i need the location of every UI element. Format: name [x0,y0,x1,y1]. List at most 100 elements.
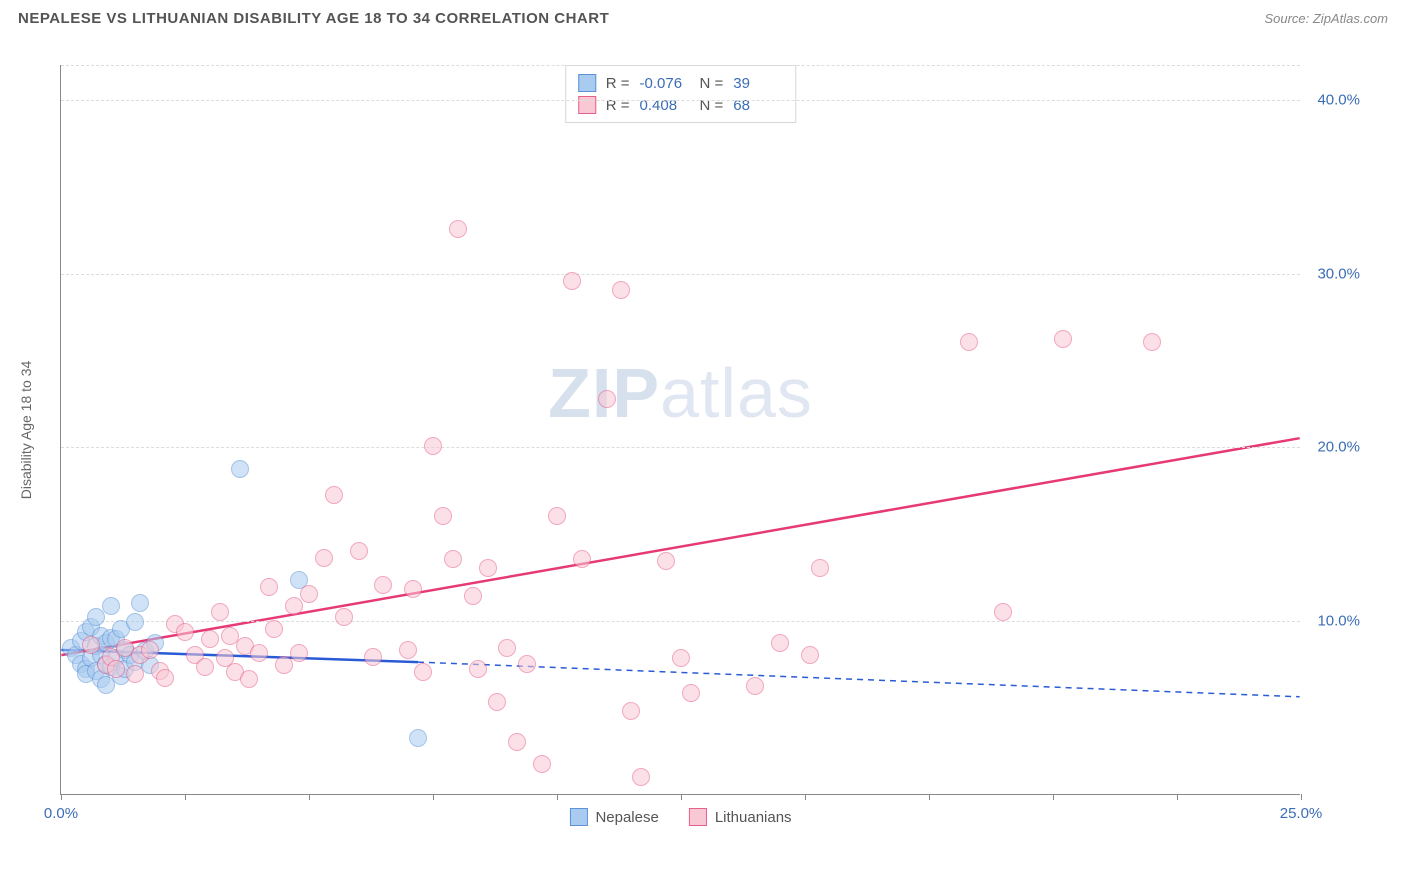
data-point [374,576,392,594]
series-legend: Nepalese Lithuanians [569,808,791,826]
legend-swatch-nepalese [578,74,596,92]
x-tick [1301,794,1302,800]
data-point [444,550,462,568]
data-point [424,437,442,455]
data-point [498,639,516,657]
legend-row-nepalese: R = -0.076 N = 39 [578,72,784,94]
data-point [533,755,551,773]
x-tick [61,794,62,800]
data-point [518,655,536,673]
data-point [469,660,487,678]
x-tick-label: 0.0% [44,805,78,822]
gridline-h [61,621,1300,622]
data-point [994,603,1012,621]
data-point [1143,333,1161,351]
data-point [300,585,318,603]
plot-area: ZIPatlas Disability Age 18 to 34 R = -0.… [60,65,1300,795]
data-point [573,550,591,568]
trend-line-dashed [418,662,1300,697]
data-point [414,663,432,681]
data-point [126,613,144,631]
correlation-legend: R = -0.076 N = 39 R = 0.408 N = 68 [565,65,797,123]
y-axis-label: Disability Age 18 to 34 [18,360,34,499]
source-label: Source: ZipAtlas.com [1264,11,1388,26]
x-tick [309,794,310,800]
data-point [479,559,497,577]
chart-container: ZIPatlas Disability Age 18 to 34 R = -0.… [50,55,1350,805]
data-point [176,623,194,641]
x-tick [557,794,558,800]
y-tick-label: 40.0% [1305,91,1360,108]
legend-swatch-lithuanians [578,96,596,114]
data-point [563,272,581,290]
data-point [250,644,268,662]
data-point [285,597,303,615]
legend-r-value-nepalese: -0.076 [640,75,690,92]
data-point [449,220,467,238]
gridline-h [61,100,1300,101]
x-tick-label: 25.0% [1280,805,1323,822]
data-point [196,658,214,676]
data-point [409,729,427,747]
data-point [548,507,566,525]
x-tick [805,794,806,800]
data-point [126,665,144,683]
data-point [811,559,829,577]
data-point [801,646,819,664]
chart-title: NEPALESE VS LITHUANIAN DISABILITY AGE 18… [18,10,609,27]
chart-header: NEPALESE VS LITHUANIAN DISABILITY AGE 18… [0,0,1406,35]
data-point [107,660,125,678]
data-point [682,684,700,702]
data-point [265,620,283,638]
data-point [290,644,308,662]
gridline-h [61,65,1300,66]
data-point [82,636,100,654]
legend-item-nepalese: Nepalese [569,808,658,826]
data-point [364,648,382,666]
legend-n-value-nepalese: 39 [733,75,783,92]
data-point [632,768,650,786]
legend-swatch-icon [569,808,587,826]
data-point [612,281,630,299]
y-tick-label: 20.0% [1305,439,1360,456]
data-point [464,587,482,605]
legend-item-lithuanians: Lithuanians [689,808,792,826]
data-point [231,460,249,478]
data-point [315,549,333,567]
y-tick-label: 30.0% [1305,265,1360,282]
x-tick [1053,794,1054,800]
x-tick [929,794,930,800]
gridline-h [61,447,1300,448]
legend-label: Nepalese [595,809,658,826]
data-point [156,669,174,687]
x-tick [433,794,434,800]
data-point [1054,330,1072,348]
data-point [350,542,368,560]
y-tick-label: 10.0% [1305,613,1360,630]
legend-n-label: N = [700,75,724,92]
data-point [598,390,616,408]
data-point [508,733,526,751]
data-point [211,603,229,621]
legend-label: Lithuanians [715,809,792,826]
data-point [657,552,675,570]
data-point [240,670,258,688]
x-tick [1177,794,1178,800]
data-point [102,597,120,615]
data-point [960,333,978,351]
data-point [399,641,417,659]
data-point [771,634,789,652]
data-point [488,693,506,711]
legend-row-lithuanians: R = 0.408 N = 68 [578,94,784,116]
data-point [335,608,353,626]
data-point [325,486,343,504]
data-point [622,702,640,720]
gridline-h [61,274,1300,275]
data-point [672,649,690,667]
data-point [131,594,149,612]
x-tick [681,794,682,800]
legend-r-label: R = [606,75,630,92]
x-tick [185,794,186,800]
data-point [141,641,159,659]
data-point [275,656,293,674]
